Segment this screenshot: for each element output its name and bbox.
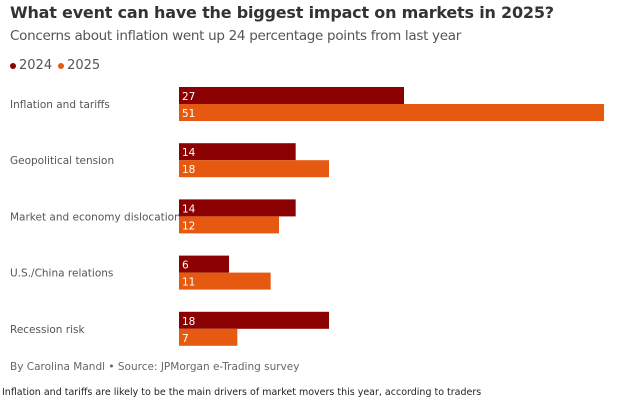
bar-2025 (179, 160, 329, 178)
data-label: 27 (182, 91, 195, 103)
bar-2024 (179, 255, 229, 273)
legend: 2024 2025 (10, 58, 100, 73)
data-label: 14 (182, 203, 196, 215)
data-label: 7 (182, 333, 189, 345)
bar-2024 (179, 143, 296, 161)
chart-title: What event can have the biggest impact o… (10, 3, 554, 22)
category-label: Geopolitical tension (10, 155, 114, 167)
legend-dot (10, 62, 16, 69)
legend-item-2025: 2025 (58, 58, 100, 73)
category-label: Recession risk (10, 324, 85, 336)
bar-2024 (179, 311, 329, 329)
data-label: 14 (182, 147, 196, 159)
category-label: Inflation and tariffs (10, 99, 110, 111)
legend-label: 2025 (67, 58, 101, 73)
bar-2024 (179, 87, 404, 104)
bar-2025 (179, 216, 279, 234)
data-label: 18 (182, 164, 195, 176)
bar-2025 (179, 272, 271, 290)
category-label: Market and economy dislocation (10, 211, 181, 223)
bar-2025 (179, 104, 604, 121)
data-label: 6 (182, 260, 189, 272)
legend-dot (58, 62, 65, 69)
data-label: 11 (182, 277, 195, 289)
caption: Inflation and tariffs are likely to be t… (2, 387, 482, 398)
data-label: 18 (182, 316, 195, 328)
chart-subtitle: Concerns about inflation went up 24 perc… (10, 28, 461, 44)
bar-2025 (179, 328, 238, 346)
byline: By Carolina Mandl • Source: JPMorgan e-T… (10, 361, 300, 373)
data-label: 51 (182, 108, 195, 120)
legend-item-2024: 2024 (10, 58, 52, 73)
category-label: U.S./China relations (10, 268, 113, 280)
bar-2024 (179, 199, 296, 217)
legend-label: 2024 (19, 58, 53, 73)
data-label: 12 (182, 220, 195, 232)
